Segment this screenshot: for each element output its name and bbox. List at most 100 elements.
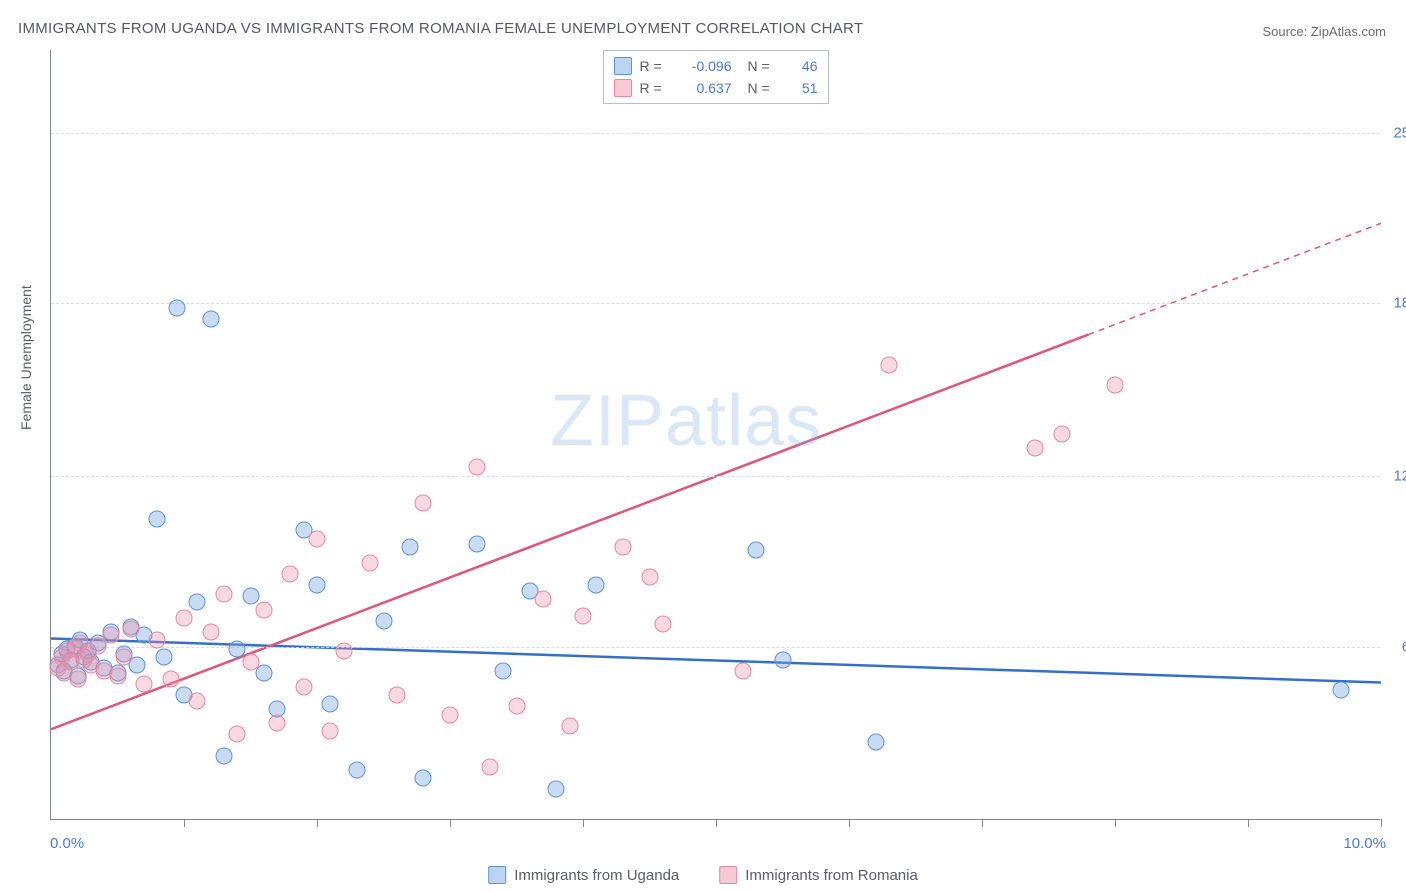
y-tick-label: 25.0% — [1393, 124, 1406, 141]
legend-n-value: 46 — [784, 58, 818, 74]
data-point — [169, 299, 186, 316]
data-point — [322, 723, 339, 740]
gridline-h — [51, 647, 1380, 648]
data-point — [102, 626, 119, 643]
data-point — [122, 621, 139, 638]
data-point — [215, 585, 232, 602]
data-point — [69, 670, 86, 687]
data-point — [215, 747, 232, 764]
data-point — [149, 632, 166, 649]
legend-swatch-icon — [614, 57, 632, 75]
y-axis-label: Female Unemployment — [18, 285, 34, 430]
x-tick — [716, 819, 717, 827]
data-point — [282, 566, 299, 583]
data-point — [176, 610, 193, 627]
legend-n-value: 51 — [784, 80, 818, 96]
data-point — [588, 577, 605, 594]
data-point — [242, 588, 259, 605]
legend-item: Immigrants from Uganda — [488, 866, 679, 884]
data-point — [561, 717, 578, 734]
x-tick — [184, 819, 185, 827]
data-point — [734, 662, 751, 679]
data-point — [535, 591, 552, 608]
data-point — [614, 538, 631, 555]
x-tick — [982, 819, 983, 827]
data-point — [1333, 681, 1350, 698]
data-point — [548, 780, 565, 797]
data-point — [508, 698, 525, 715]
data-point — [575, 607, 592, 624]
data-point — [136, 676, 153, 693]
legend-n-label: N = — [748, 58, 776, 74]
data-point — [375, 613, 392, 630]
data-point — [654, 615, 671, 632]
data-point — [202, 624, 219, 641]
legend-swatch-icon — [488, 866, 506, 884]
data-point — [468, 536, 485, 553]
data-point — [880, 357, 897, 374]
data-point — [415, 494, 432, 511]
x-tick — [317, 819, 318, 827]
legend-r-value: -0.096 — [676, 58, 732, 74]
data-point — [641, 569, 658, 586]
x-tick — [1248, 819, 1249, 827]
data-point — [1027, 439, 1044, 456]
data-point — [481, 758, 498, 775]
data-point — [322, 695, 339, 712]
data-point — [442, 706, 459, 723]
x-tick-max: 10.0% — [1343, 835, 1386, 852]
x-tick — [849, 819, 850, 827]
data-point — [255, 602, 272, 619]
data-point — [162, 670, 179, 687]
data-point — [774, 651, 791, 668]
legend-stats-row: R = -0.096 N = 46 — [614, 55, 818, 77]
plot-area: R =-0.096N =46R =0.637N =51 6.3%12.5%18.… — [50, 50, 1380, 820]
y-tick-label: 18.8% — [1393, 295, 1406, 312]
legend-item: Immigrants from Romania — [719, 866, 918, 884]
legend-r-label: R = — [640, 80, 668, 96]
source-attribution: Source: ZipAtlas.com — [1262, 24, 1386, 39]
data-point — [242, 654, 259, 671]
x-tick — [1381, 819, 1382, 827]
gridline-h — [51, 303, 1380, 304]
data-point — [1053, 426, 1070, 443]
data-point — [189, 593, 206, 610]
chart-title: IMMIGRANTS FROM UGANDA VS IMMIGRANTS FRO… — [18, 20, 863, 37]
legend-r-label: R = — [640, 58, 668, 74]
data-point — [1107, 376, 1124, 393]
data-point — [402, 538, 419, 555]
data-point — [309, 530, 326, 547]
trend-lines — [51, 50, 1381, 820]
data-point — [468, 459, 485, 476]
legend-stats-row: R = 0.637 N = 51 — [614, 77, 818, 99]
legend-stats: R = -0.096 N = 46 R = 0.637 N = 51 — [603, 50, 829, 104]
data-point — [229, 640, 246, 657]
legend-item-label: Immigrants from Romania — [745, 867, 918, 884]
x-tick — [583, 819, 584, 827]
data-point — [116, 648, 133, 665]
data-point — [202, 310, 219, 327]
gridline-h — [51, 476, 1380, 477]
data-point — [867, 734, 884, 751]
data-point — [309, 577, 326, 594]
y-tick-label: 12.5% — [1393, 468, 1406, 485]
legend-swatch-icon — [614, 79, 632, 97]
data-point — [255, 665, 272, 682]
data-point — [495, 662, 512, 679]
legend-r-value: 0.637 — [676, 80, 732, 96]
legend-n-label: N = — [748, 80, 776, 96]
data-point — [348, 761, 365, 778]
legend-swatch-icon — [719, 866, 737, 884]
data-point — [388, 687, 405, 704]
data-point — [149, 511, 166, 528]
gridline-h — [51, 133, 1380, 134]
data-point — [269, 714, 286, 731]
data-point — [747, 541, 764, 558]
data-point — [335, 643, 352, 660]
y-tick-label: 6.3% — [1402, 638, 1406, 655]
legend-item-label: Immigrants from Uganda — [514, 867, 679, 884]
data-point — [156, 648, 173, 665]
data-point — [295, 679, 312, 696]
legend-bottom: Immigrants from Uganda Immigrants from Ro… — [488, 866, 918, 884]
data-point — [189, 692, 206, 709]
